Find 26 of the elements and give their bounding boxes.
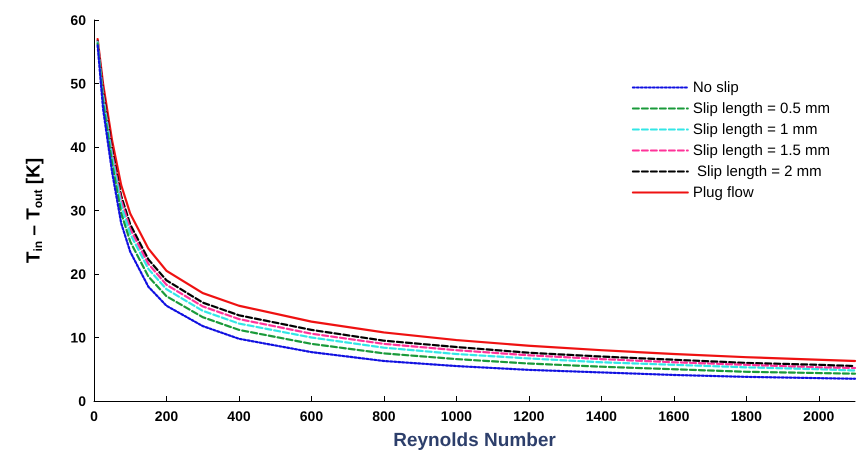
legend-label: Slip length = 0.5 mm <box>692 100 830 117</box>
y-tick-label: 30 <box>70 202 86 218</box>
y-tick-label: 0 <box>78 393 86 409</box>
legend-label: Slip length = 2 mm <box>692 163 822 180</box>
x-tick-label: 1000 <box>440 408 472 424</box>
legend-label: Slip length = 1 mm <box>692 121 818 138</box>
x-tick-label: 1200 <box>513 408 545 424</box>
y-tick-label: 20 <box>70 266 86 282</box>
y-tick-label: 50 <box>70 76 86 92</box>
y-axis-title: Tin – Tout [K] <box>24 158 45 264</box>
y-tick-label: 10 <box>70 330 86 346</box>
x-tick-label: 1800 <box>730 408 762 424</box>
x-tick-label: 1600 <box>658 408 690 424</box>
x-tick-label: 2000 <box>803 408 835 424</box>
x-tick-label: 200 <box>154 408 178 424</box>
x-tick-label: 600 <box>300 408 324 424</box>
y-tick-label: 60 <box>70 12 86 28</box>
legend-label: No slip <box>692 79 739 96</box>
x-tick-label: 800 <box>372 408 396 424</box>
x-tick-label: 1400 <box>586 408 618 424</box>
x-tick-label: 0 <box>90 408 98 424</box>
legend-label: Plug flow <box>692 184 754 201</box>
x-tick-label: 400 <box>227 408 251 424</box>
x-axis-title: Reynolds Number <box>393 430 556 451</box>
legend-label: Slip length = 1.5 mm <box>692 142 830 159</box>
y-tick-label: 40 <box>70 139 86 155</box>
